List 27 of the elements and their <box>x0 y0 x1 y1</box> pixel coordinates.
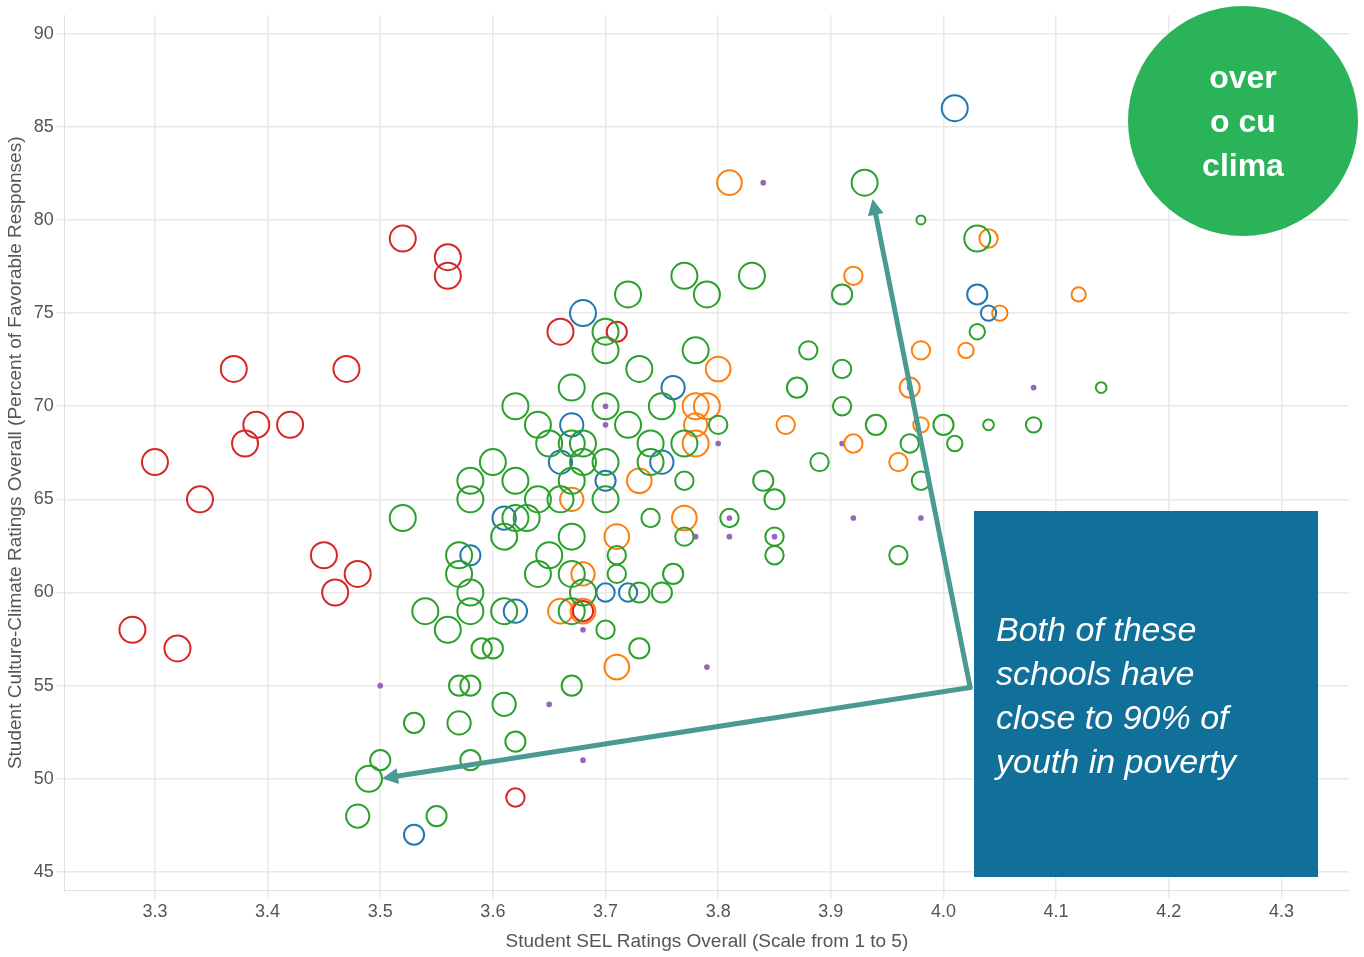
y-tick-label: 90 <box>33 22 54 43</box>
callout-box: Both of these schools have close to 90% of youth in poverty <box>974 510 1319 878</box>
x-tick-label: 3.7 <box>593 901 619 922</box>
y-tick-label: 45 <box>33 860 54 881</box>
y-tick-label: 50 <box>33 767 54 788</box>
x-tick-label: 4.0 <box>930 901 956 922</box>
x-tick-label: 3.3 <box>142 901 168 922</box>
y-axis-title: Student Culture-Climate Ratings Overall (Percent of Favorable Responses) <box>3 136 25 770</box>
x-tick-label: 3.6 <box>480 901 506 922</box>
annotation: Both of these schools have close to 90% of youth in poverty <box>996 608 1239 782</box>
y-tick-label: 75 <box>33 302 54 323</box>
x-tick-label: 4.3 <box>1268 901 1294 922</box>
x-tick-label: 4.2 <box>1156 901 1182 922</box>
y-tick-label: 60 <box>33 581 54 602</box>
y-tick-label: 65 <box>33 488 54 509</box>
x-tick-label: 3.8 <box>705 901 731 922</box>
y-tick-label: 85 <box>33 115 54 136</box>
x-tick-label: 3.5 <box>367 901 393 922</box>
x-tick-label: 4.1 <box>1043 901 1069 922</box>
x-tick-label: 3.9 <box>818 901 844 922</box>
callout-circle: over o cu clima <box>1128 6 1358 236</box>
y-tick-label: 80 <box>33 208 54 229</box>
annotation: over o cu clima <box>1201 58 1285 185</box>
x-axis-title: Student SEL Ratings Overall (Scale from 1 to 5) <box>505 929 909 951</box>
y-tick-label: 55 <box>33 674 54 695</box>
x-tick-label: 3.4 <box>255 901 281 922</box>
y-tick-label: 70 <box>33 395 54 416</box>
